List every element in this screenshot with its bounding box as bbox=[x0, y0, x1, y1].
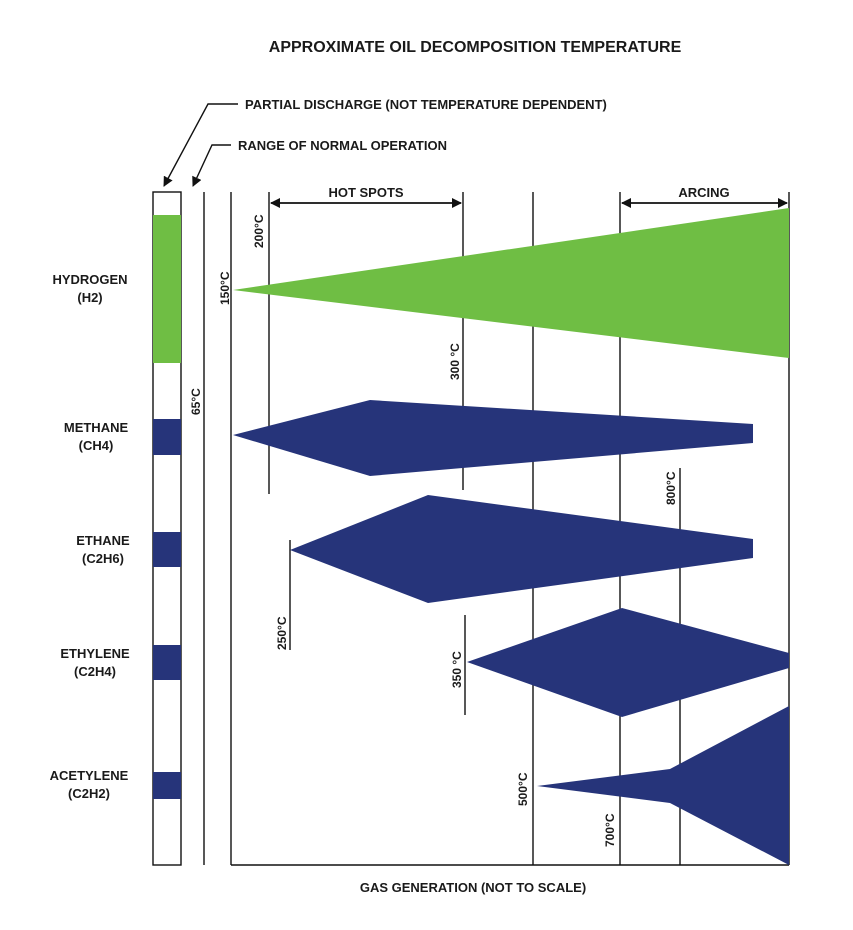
temp-700: 700°C bbox=[603, 813, 617, 847]
gas-label-ethylene: ETHYLENE bbox=[60, 646, 130, 661]
gas-formula-hydrogen: (H2) bbox=[77, 290, 102, 305]
temp-65: 65°C bbox=[189, 388, 203, 415]
gas-label-methane: METHANE bbox=[64, 420, 129, 435]
temp-300: 300 °C bbox=[448, 343, 462, 380]
gas-formula-ethylene: (C2H4) bbox=[74, 664, 116, 679]
methane-discharge-block bbox=[153, 419, 181, 455]
acetylene-discharge-block bbox=[153, 772, 181, 799]
hot-spots-label: HOT SPOTS bbox=[328, 185, 403, 200]
temp-800: 800°C bbox=[664, 471, 678, 505]
gas-generation-label: GAS GENERATION (NOT TO SCALE) bbox=[360, 880, 586, 895]
temp-500: 500°C bbox=[516, 772, 530, 806]
hydrogen-shape bbox=[233, 208, 789, 358]
diagram-title: APPROXIMATE OIL DECOMPOSITION TEMPERATUR… bbox=[269, 39, 682, 56]
ethylene-shape bbox=[467, 608, 789, 717]
gas-formula-acetylene: (C2H2) bbox=[68, 786, 110, 801]
temp-200: 200°C bbox=[252, 214, 266, 248]
temp-150: 150°C bbox=[218, 271, 232, 305]
methane-shape bbox=[233, 400, 753, 476]
gas-formula-ethane: (C2H6) bbox=[82, 551, 124, 566]
ethylene-discharge-block bbox=[153, 645, 181, 680]
gas-formula-methane: (CH4) bbox=[79, 438, 114, 453]
acetylene-shape bbox=[537, 706, 789, 865]
hydrogen-discharge-block bbox=[153, 215, 181, 363]
partial-discharge-arrow bbox=[163, 103, 238, 187]
normal-operation-note: RANGE OF NORMAL OPERATION bbox=[238, 138, 447, 153]
normal-operation-arrow bbox=[192, 144, 231, 187]
gas-label-acetylene: ACETYLENE bbox=[50, 768, 129, 783]
gas-label-hydrogen: HYDROGEN bbox=[52, 272, 127, 287]
temp-250: 250°C bbox=[275, 616, 289, 650]
partial-discharge-note: PARTIAL DISCHARGE (NOT TEMPERATURE DEPEN… bbox=[245, 97, 607, 112]
gas-label-ethane: ETHANE bbox=[76, 533, 130, 548]
ethane-shape bbox=[290, 495, 753, 603]
arcing-label: ARCING bbox=[678, 185, 729, 200]
ethane-discharge-block bbox=[153, 532, 181, 567]
temp-350: 350 °C bbox=[450, 651, 464, 688]
